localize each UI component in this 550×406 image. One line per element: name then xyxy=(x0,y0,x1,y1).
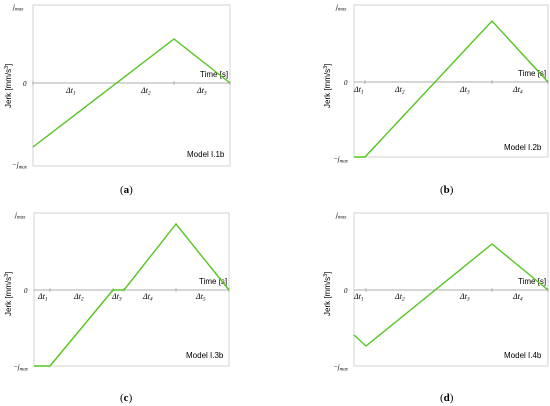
jerk-curve xyxy=(354,19,549,158)
model-label: Model I.4b xyxy=(504,351,542,360)
model-label: Model I.1b xyxy=(187,150,225,159)
caption-a: (a) xyxy=(120,184,133,196)
jerk-curve xyxy=(353,243,549,347)
interval-label-1: Δt1 xyxy=(65,86,76,97)
y-axis-title: Jerk [mm/s3] xyxy=(323,272,332,316)
y-zero-label: 0 xyxy=(344,79,348,87)
y-top-label: jmax xyxy=(14,211,26,221)
y-zero-label: 0 xyxy=(24,287,28,295)
interval-label-1: Δt1 xyxy=(353,85,364,96)
panel-a: jmax 0 −jmax Jerk [mm/s3] Time [s] Δt1 Δ… xyxy=(4,3,231,196)
interval-label-2: Δt2 xyxy=(140,86,151,97)
interval-label-3: Δt3 xyxy=(111,292,122,303)
interval-label-3: Δt3 xyxy=(459,85,470,96)
y-zero-label: 0 xyxy=(23,80,27,88)
panel-frame xyxy=(33,212,230,367)
y-axis-title: Jerk [mm/s3] xyxy=(323,64,332,108)
panel-frame xyxy=(32,4,231,167)
model-label: Model I.3b xyxy=(186,351,224,360)
interval-label-2: Δt2 xyxy=(394,292,405,303)
interval-label-4: Δt4 xyxy=(142,292,153,303)
y-bottom-label: −jmax xyxy=(12,161,28,171)
interval-label-5: Δt5 xyxy=(195,292,206,303)
caption-d: (d) xyxy=(440,392,454,404)
panel-b: jmax 0 −jmax Jerk [mm/s3] Time [s] Δt1 Δ… xyxy=(323,3,549,196)
y-top-label: jmax xyxy=(12,3,24,13)
y-bottom-label: −jmax xyxy=(333,155,349,165)
panel-c: jmax 0 −jmax Jerk [mm/s3] Time [s] Δt1 Δ… xyxy=(4,211,230,404)
x-axis-title: Time [s] xyxy=(518,277,546,286)
x-axis-title: Time [s] xyxy=(199,277,227,286)
y-bottom-label: −jmax xyxy=(13,363,29,373)
interval-label-3: Δt3 xyxy=(196,86,207,97)
interval-label-4: Δt4 xyxy=(512,85,523,96)
panel-frame xyxy=(353,212,549,367)
caption-b: (b) xyxy=(440,184,454,196)
x-axis-title: Time [s] xyxy=(200,70,228,79)
y-top-label: jmax xyxy=(335,211,347,221)
panel-d: jmax 0 −jmax Jerk [mm/s3] Time [s] Δt1 Δ… xyxy=(323,211,549,404)
jerk-curve xyxy=(34,222,230,367)
y-zero-label: 0 xyxy=(344,287,348,295)
panel-frame xyxy=(353,4,549,158)
y-axis-title: Jerk [mm/s3] xyxy=(4,272,13,316)
interval-label-4: Δt4 xyxy=(512,292,523,303)
caption-c: (c) xyxy=(120,392,133,404)
y-axis-title: Jerk [mm/s3] xyxy=(4,64,13,108)
model-label: Model I.2b xyxy=(504,143,542,152)
interval-label-1: Δt1 xyxy=(37,292,48,303)
interval-label-3: Δt3 xyxy=(459,292,470,303)
interval-label-2: Δt2 xyxy=(394,85,405,96)
interval-label-2: Δt2 xyxy=(73,292,84,303)
interval-label-1: Δt1 xyxy=(353,292,364,303)
x-axis-title: Time [s] xyxy=(518,69,546,78)
y-top-label: jmax xyxy=(335,3,347,13)
y-bottom-label: −jmax xyxy=(333,363,349,373)
jerk-curve xyxy=(32,38,231,148)
